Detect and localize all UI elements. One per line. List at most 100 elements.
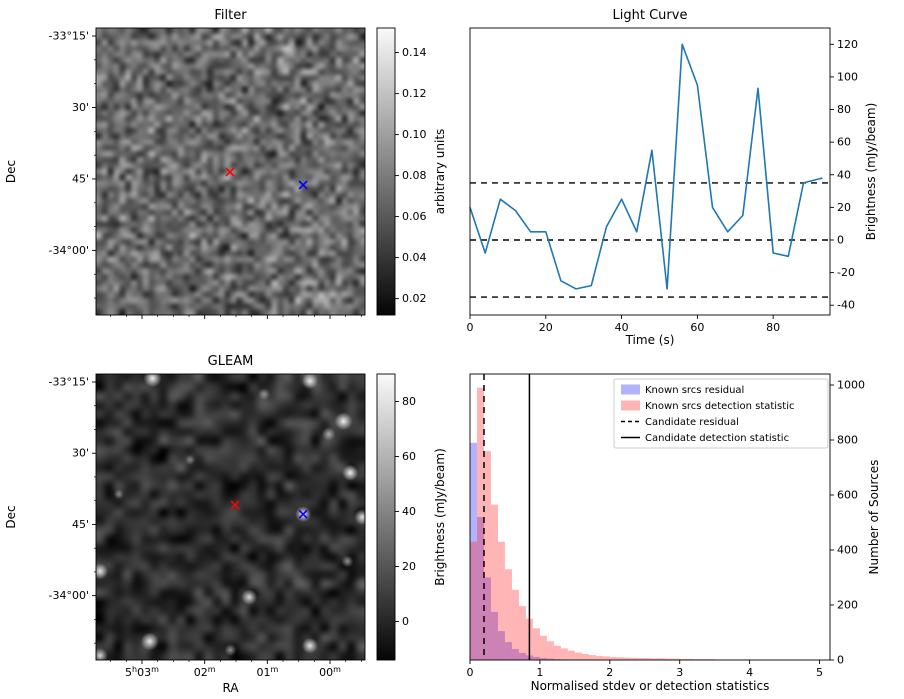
gleam-image xyxy=(96,374,365,660)
y-tick-label: 1000 xyxy=(837,379,865,392)
hist-bar-residual xyxy=(497,631,505,660)
cbar-tick-label: 0.14 xyxy=(402,46,427,59)
y-tick-label: 400 xyxy=(837,544,858,557)
light-curve-line xyxy=(469,43,823,290)
y-tick-label: -40 xyxy=(837,299,855,312)
hist-bar-detstat xyxy=(553,645,561,660)
legend-label: Candidate residual xyxy=(645,417,739,428)
hist-bar-detstat xyxy=(470,541,477,660)
hist-bar-detstat xyxy=(623,657,631,660)
hist-bar-detstat xyxy=(665,658,673,660)
gleam-xlabel: RA xyxy=(222,681,239,695)
cbar-tick-label: 0.06 xyxy=(402,210,427,223)
hist-bar-detstat xyxy=(567,650,575,660)
cbar-tick-label: 80 xyxy=(402,395,416,408)
x-tick-label: 80 xyxy=(766,321,780,334)
x-tick-label: 00m xyxy=(319,665,341,679)
hist-bar-residual xyxy=(490,611,498,660)
hist-bar-detstat xyxy=(616,657,624,660)
hist-bar-detstat xyxy=(672,658,680,660)
y-tick-label: 30' xyxy=(72,447,89,460)
hist-bar-detstat xyxy=(539,635,547,660)
x-tick-label: 20 xyxy=(539,321,553,334)
histogram-xlabel: Normalised stdev or detection statistics xyxy=(531,679,770,693)
cbar-tick-label: 0 xyxy=(402,615,409,628)
y-tick-label: 30' xyxy=(72,101,89,114)
axes-frame xyxy=(469,373,831,661)
gleam-colorbar xyxy=(376,373,396,661)
y-tick-label: 120 xyxy=(837,38,858,51)
legend-swatch-patch xyxy=(621,400,640,411)
y-tick-label: 600 xyxy=(837,489,858,502)
axes-frame xyxy=(469,27,831,316)
hist-bar-detstat xyxy=(476,387,484,660)
x-tick-label: 02m xyxy=(194,665,216,679)
hist-bar-detstat xyxy=(546,641,554,660)
gleam-title: GLEAM xyxy=(208,354,254,369)
gleam-candidate-marker xyxy=(230,500,240,510)
legend-label: Known srcs detection statistic xyxy=(645,401,794,412)
filter-colorbar-label: arbitrary units xyxy=(433,129,447,215)
x-tick-label: 5 xyxy=(816,666,823,679)
y-tick-label: 100 xyxy=(837,70,858,83)
gleam-ylabel: Dec xyxy=(4,505,18,528)
hist-bar-detstat xyxy=(518,606,526,660)
cbar-tick-label: 0.10 xyxy=(402,128,427,141)
y-tick-label: 45' xyxy=(72,172,89,185)
hist-bar-detstat xyxy=(637,658,645,660)
x-tick-label: 5h03m xyxy=(125,665,159,679)
cbar-tick-label: 0.08 xyxy=(402,169,427,182)
y-tick-label: -33°15' xyxy=(49,376,90,389)
legend-label: Candidate detection statistic xyxy=(645,433,789,444)
hist-bar-detstat xyxy=(609,656,617,660)
x-tick-label: 0 xyxy=(467,666,474,679)
y-tick-label: 45' xyxy=(72,518,89,531)
hist-bar-detstat xyxy=(686,658,694,660)
hist-bar-residual xyxy=(511,649,519,660)
x-tick-label: 01m xyxy=(256,665,278,679)
cbar-tick-label: 0.12 xyxy=(402,87,427,100)
hist-bar-residual xyxy=(546,658,554,660)
light-curve-xlabel: Time (s) xyxy=(625,333,675,347)
y-tick-label: -34°00' xyxy=(49,244,90,257)
filter-colorbar xyxy=(376,27,396,316)
y-tick-label: 200 xyxy=(837,599,858,612)
hist-bar-detstat xyxy=(560,648,568,660)
gleam-colorbar-label: Brightness (mJy/beam) xyxy=(433,448,447,586)
y-tick-label: 80 xyxy=(837,103,851,116)
legend-label: Known srcs residual xyxy=(645,385,744,396)
hist-bar-residual xyxy=(470,442,477,660)
hist-bar-detstat xyxy=(511,589,519,660)
hist-bar-detstat xyxy=(595,655,603,660)
light-curve-title: Light Curve xyxy=(613,8,688,23)
gleam-reference-marker xyxy=(298,509,308,519)
cbar-tick-label: 0.02 xyxy=(402,292,427,305)
filter-title: Filter xyxy=(214,8,247,23)
y-tick-label: -33°15' xyxy=(49,30,90,43)
hist-bar-detstat xyxy=(644,658,652,660)
cbar-tick-label: 20 xyxy=(402,560,416,573)
legend-box xyxy=(613,378,829,449)
axes-frame xyxy=(95,27,366,316)
y-tick-label: 60 xyxy=(837,136,851,149)
hist-bar-detstat xyxy=(651,658,659,660)
hist-bar-residual xyxy=(532,656,540,660)
hist-bar-detstat xyxy=(574,652,582,660)
y-tick-label: -20 xyxy=(837,266,855,279)
x-tick-label: 60 xyxy=(690,321,704,334)
filter-ylabel: Dec xyxy=(4,160,18,183)
hist-bar-detstat xyxy=(497,541,505,660)
x-tick-label: 40 xyxy=(615,321,629,334)
hist-bar-detstat xyxy=(588,655,596,660)
y-tick-label: -34°00' xyxy=(49,589,90,602)
hist-bar-residual xyxy=(518,652,526,660)
filter-reference-marker xyxy=(298,180,308,190)
cbar-tick-label: 0.04 xyxy=(402,251,427,264)
hist-bar-residual xyxy=(504,642,512,660)
hist-bar-detstat xyxy=(679,658,687,660)
hist-bar-residual xyxy=(476,517,484,660)
hist-bar-detstat xyxy=(602,656,610,660)
cbar-tick-label: 40 xyxy=(402,505,416,518)
x-tick-label: 1 xyxy=(536,666,543,679)
